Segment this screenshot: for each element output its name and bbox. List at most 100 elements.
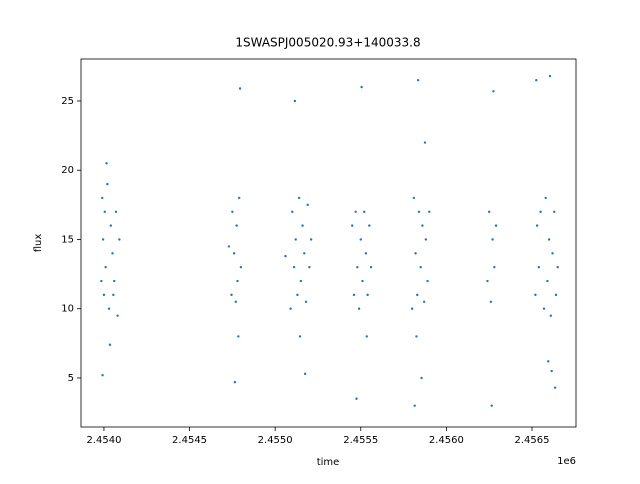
point <box>239 265 243 269</box>
point <box>362 210 366 213</box>
point <box>366 293 369 297</box>
point <box>227 245 231 248</box>
point <box>364 252 368 255</box>
point <box>548 74 552 78</box>
point <box>236 279 239 283</box>
point <box>544 196 547 200</box>
point <box>414 252 417 255</box>
point <box>304 300 308 303</box>
point <box>102 293 106 297</box>
point <box>417 210 421 213</box>
point <box>420 376 423 380</box>
point <box>547 238 551 241</box>
point <box>351 224 354 227</box>
point <box>553 386 557 389</box>
point <box>554 293 558 297</box>
point <box>553 210 556 213</box>
point <box>308 265 311 269</box>
point <box>428 210 431 213</box>
point <box>534 293 537 297</box>
x-tick-label: 2.4560 <box>429 435 464 446</box>
point <box>369 265 373 269</box>
point <box>100 279 103 283</box>
chart-title: 1SWASPJ005020.93+140033.8 <box>235 36 420 50</box>
point <box>487 210 491 213</box>
x-offset-label: 1e6 <box>557 456 576 467</box>
point <box>116 314 119 317</box>
point <box>357 307 361 310</box>
point <box>365 335 368 338</box>
point <box>297 196 301 200</box>
y-tick-label: 5 <box>68 373 74 384</box>
point <box>356 265 359 269</box>
y-tick-label: 10 <box>61 304 74 315</box>
point <box>419 265 422 269</box>
point <box>114 210 118 213</box>
point <box>361 279 364 283</box>
point <box>284 254 287 258</box>
point <box>535 78 538 82</box>
point <box>103 210 106 213</box>
point <box>301 224 304 227</box>
point <box>546 279 549 283</box>
point <box>113 279 116 283</box>
point <box>415 335 418 338</box>
point <box>111 252 114 255</box>
point <box>486 279 489 283</box>
y-tick-label: 25 <box>61 96 74 107</box>
point <box>232 252 236 255</box>
point <box>303 372 307 376</box>
point <box>489 300 493 303</box>
point <box>412 196 416 200</box>
point <box>112 293 115 297</box>
point <box>289 307 292 310</box>
point <box>355 397 358 400</box>
point <box>303 252 306 255</box>
point <box>118 238 121 241</box>
point <box>491 238 494 241</box>
point <box>306 203 309 207</box>
point <box>238 196 241 200</box>
point <box>535 224 539 227</box>
point <box>294 238 297 241</box>
point <box>293 99 297 103</box>
x-tick-label: 2.4545 <box>172 435 207 446</box>
point <box>237 335 240 338</box>
point <box>422 300 426 303</box>
point <box>542 307 546 310</box>
point <box>494 224 498 227</box>
point <box>539 210 542 213</box>
point <box>352 293 356 297</box>
x-tick-label: 2.4540 <box>86 435 121 446</box>
point <box>547 360 550 363</box>
point <box>292 265 296 269</box>
plot-frame <box>80 58 577 428</box>
point <box>104 265 107 269</box>
point <box>537 265 541 269</box>
point <box>493 265 496 269</box>
point <box>354 210 357 213</box>
point <box>230 293 233 297</box>
point <box>416 78 420 82</box>
y-tick-label: 15 <box>61 234 74 245</box>
point <box>550 369 553 373</box>
point <box>556 265 559 269</box>
point <box>299 279 303 283</box>
point <box>309 238 313 241</box>
x-axis-label: time <box>317 457 340 468</box>
point <box>238 87 242 90</box>
point <box>291 210 294 213</box>
point <box>549 314 553 317</box>
point <box>231 210 234 213</box>
point <box>368 224 371 227</box>
point <box>105 162 108 165</box>
point <box>410 307 414 310</box>
point <box>359 238 362 241</box>
point <box>234 300 237 303</box>
y-axis-label: flux <box>33 234 44 253</box>
point <box>426 279 429 283</box>
point <box>106 182 109 186</box>
point <box>423 141 427 144</box>
point <box>490 404 493 407</box>
